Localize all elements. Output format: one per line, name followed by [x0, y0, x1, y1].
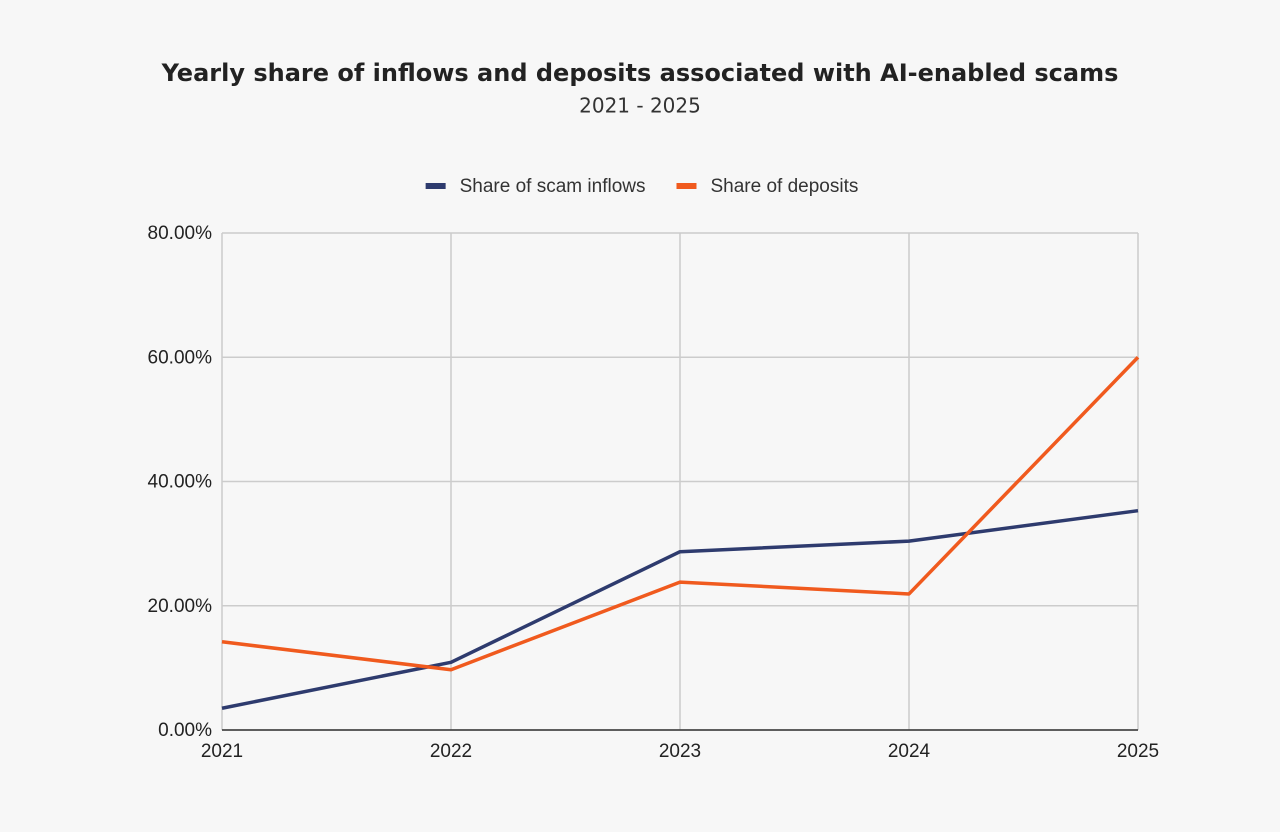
- series-line: [221, 356, 1140, 672]
- legend-label: Share of deposits: [710, 176, 858, 197]
- x-tick-label: 2021: [201, 741, 243, 762]
- x-tick-label: 2025: [1117, 741, 1159, 762]
- y-tick-label: 20.00%: [148, 596, 213, 617]
- chart-title: Yearly share of inflows and deposits ass…: [161, 59, 1119, 87]
- y-tick-label: 60.00%: [148, 347, 213, 368]
- y-tick-label: 40.00%: [148, 472, 213, 493]
- x-tick-label: 2024: [888, 741, 931, 762]
- series-line: [221, 508, 1139, 710]
- legend-label: Share of scam inflows: [460, 176, 646, 197]
- chart-subtitle: 2021 - 2025: [579, 94, 701, 118]
- x-tick-label: 2023: [659, 741, 701, 762]
- y-tick-label: 80.00%: [148, 223, 213, 244]
- y-tick-label: 0.00%: [158, 720, 212, 741]
- x-tick-label: 2022: [430, 741, 472, 762]
